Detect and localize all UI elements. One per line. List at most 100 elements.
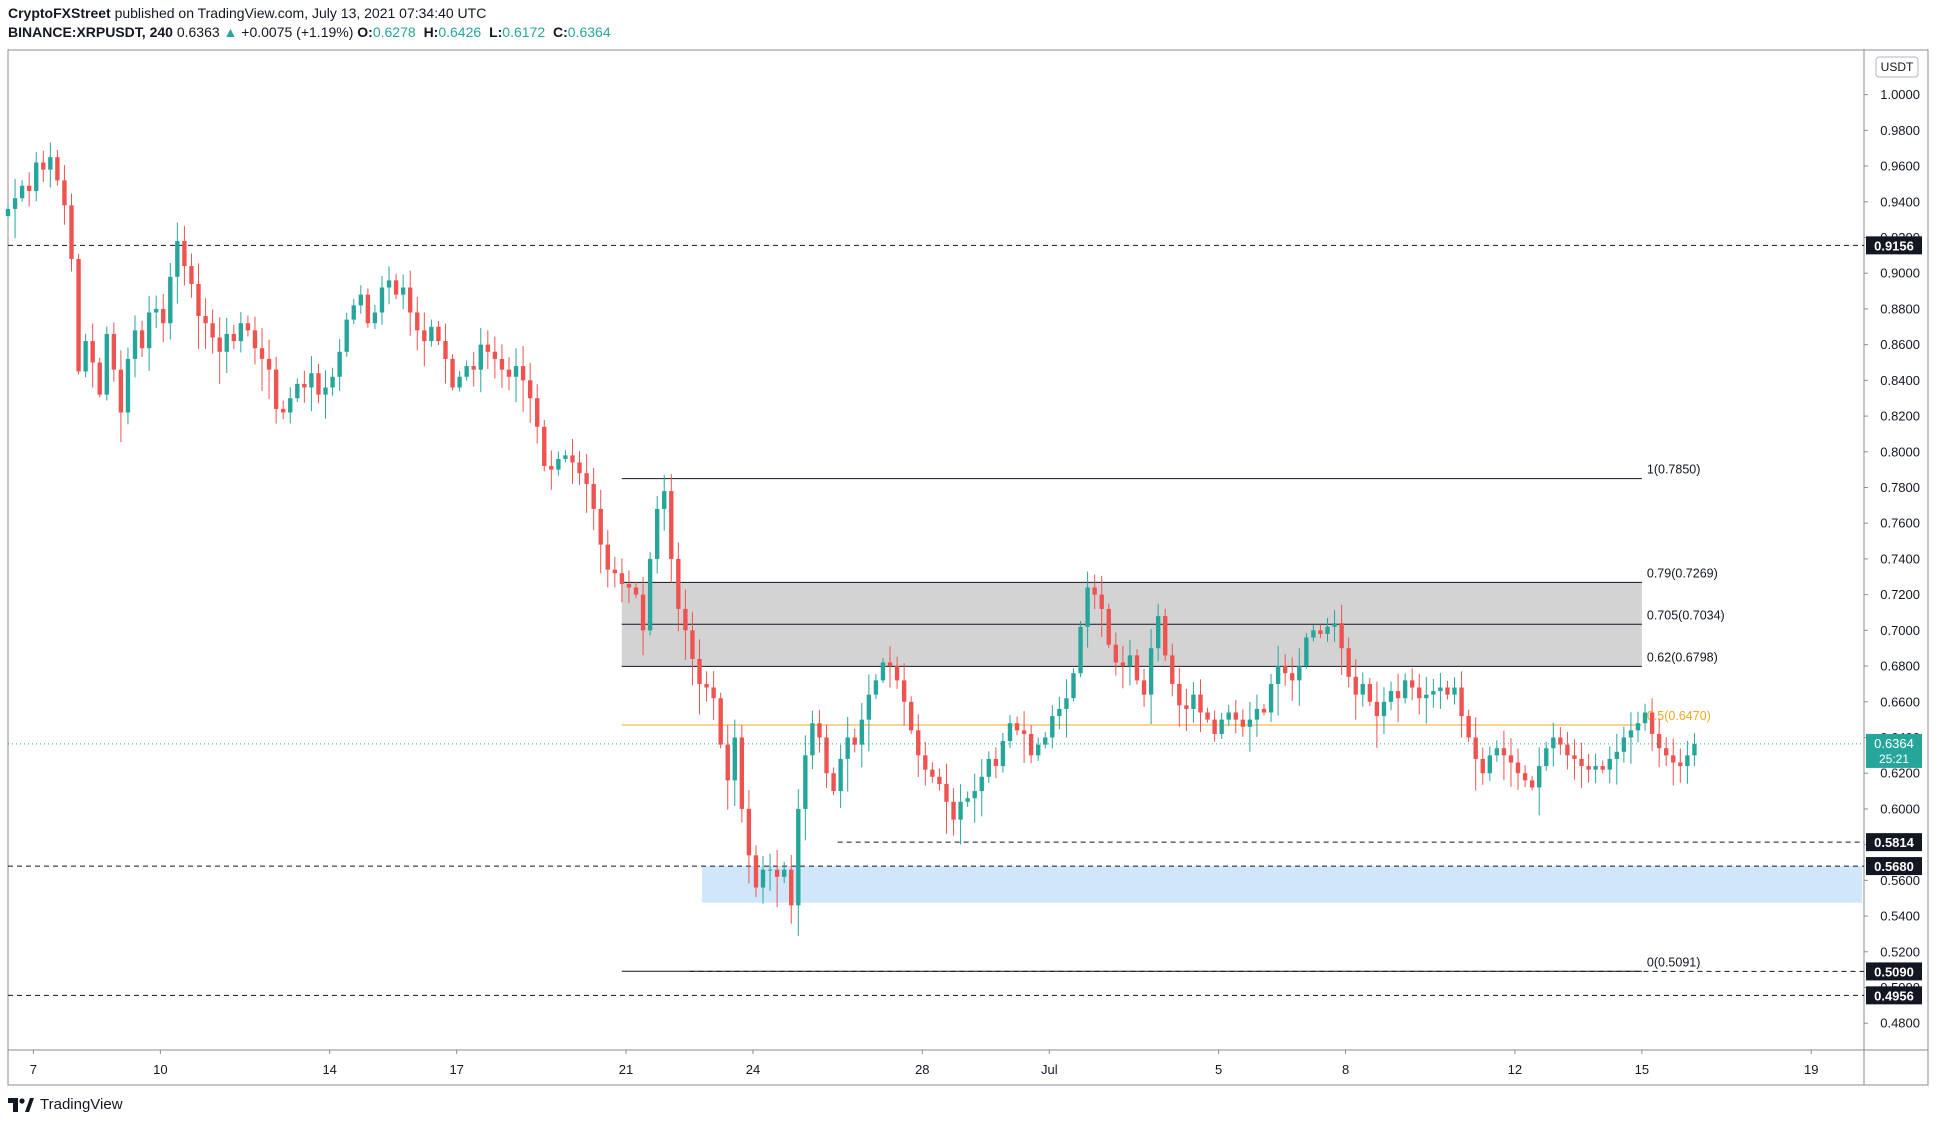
candle-body xyxy=(1268,683,1274,713)
candle-body xyxy=(1551,737,1556,749)
candle-body xyxy=(676,558,681,609)
x-tick-label: 19 xyxy=(1804,1062,1818,1077)
open-value: 0.6278 xyxy=(372,24,416,40)
candle-body xyxy=(1572,755,1577,759)
x-tick-label: 14 xyxy=(322,1062,336,1077)
candle-body xyxy=(1395,691,1401,699)
candle-body xyxy=(132,330,138,359)
candle-body xyxy=(146,312,152,349)
candle-body xyxy=(1360,683,1365,695)
candle-body xyxy=(1445,687,1450,695)
x-tick-label: 7 xyxy=(30,1062,37,1077)
candle-body xyxy=(1282,666,1288,674)
candle-body xyxy=(259,348,265,359)
candle-body xyxy=(12,198,18,209)
level-price-label: 0.5090 xyxy=(1874,964,1914,979)
candle-body xyxy=(979,776,984,792)
y-tick-label: 0.9400 xyxy=(1880,194,1920,209)
candle-body xyxy=(499,358,505,370)
candle-body xyxy=(1170,655,1175,684)
candle-body xyxy=(1409,680,1415,688)
y-tick-label: 0.6800 xyxy=(1880,659,1920,674)
candle-body xyxy=(125,358,131,413)
fib-level-label: 0.705(0.7034) xyxy=(1647,608,1725,622)
candle-body xyxy=(781,869,787,877)
candle-body xyxy=(1579,758,1584,767)
candle-body xyxy=(379,287,385,313)
candle-body xyxy=(1290,673,1295,681)
x-tick-label: 15 xyxy=(1635,1062,1649,1077)
y-tick-label: 0.7200 xyxy=(1880,587,1920,602)
candle-body xyxy=(457,376,462,388)
candle-body xyxy=(1233,712,1238,720)
candle-body xyxy=(718,698,723,745)
level-price-label: 0.9156 xyxy=(1874,238,1914,253)
candle-body xyxy=(1501,748,1507,756)
tradingview-logo[interactable]: TradingView xyxy=(8,1096,123,1113)
candle-body xyxy=(1240,719,1246,727)
candle-body xyxy=(1078,626,1083,674)
tradingview-logo-icon xyxy=(8,1097,34,1112)
candle-body xyxy=(1346,648,1351,677)
candle-body xyxy=(1099,594,1104,609)
y-tick-label: 0.8600 xyxy=(1880,337,1920,352)
candle-body xyxy=(182,241,187,267)
y-tick-label: 0.5400 xyxy=(1880,909,1920,924)
candle-body xyxy=(217,337,222,352)
candle-body xyxy=(619,573,625,584)
candle-body xyxy=(1438,687,1443,692)
candle-body xyxy=(1050,716,1055,738)
y-tick-label: 0.9800 xyxy=(1880,123,1920,138)
symbol-label[interactable]: BINANCE:XRPUSDT, 240 xyxy=(8,24,173,40)
fib-level-label: 0(0.5091) xyxy=(1647,955,1701,969)
candle-body xyxy=(415,312,420,331)
candle-body xyxy=(683,608,688,631)
candle-body xyxy=(344,319,349,352)
level-price-label: 0.5814 xyxy=(1874,835,1915,850)
open-label: O: xyxy=(357,24,373,40)
candle-body xyxy=(203,316,208,324)
candle-body xyxy=(1184,705,1189,709)
candle-body xyxy=(549,466,554,470)
candle-body xyxy=(330,376,335,388)
fib-level-label: 0.79(0.7269) xyxy=(1647,566,1718,580)
candle-body xyxy=(1163,616,1168,656)
currency-label: USDT xyxy=(1881,60,1914,74)
candle-body xyxy=(944,783,949,802)
candle-body xyxy=(443,341,448,359)
candle-body xyxy=(337,351,342,377)
candle-body xyxy=(1021,730,1027,734)
y-tick-label: 0.7000 xyxy=(1880,623,1920,638)
candle-body xyxy=(323,387,328,395)
candle-body xyxy=(1036,744,1041,756)
publisher-name[interactable]: CryptoFXStreet xyxy=(8,5,111,21)
candle-body xyxy=(316,373,321,395)
symbol-line: BINANCE:XRPUSDT, 240 0.6363 ▲ +0.0075 (+… xyxy=(8,23,615,42)
candle-body xyxy=(598,508,603,545)
fib-level-label: 1(0.7850) xyxy=(1647,463,1701,477)
candle-body xyxy=(725,744,730,781)
candle-body xyxy=(210,323,215,338)
y-tick-label: 0.5200 xyxy=(1880,944,1920,959)
candle-body xyxy=(1325,626,1330,634)
candle-body xyxy=(1007,723,1013,742)
candle-body xyxy=(669,491,674,559)
candle-body xyxy=(400,287,406,295)
candle-body xyxy=(1656,733,1662,749)
candle-body xyxy=(19,185,25,199)
candle-body xyxy=(1367,683,1373,702)
candle-body xyxy=(1417,687,1422,699)
candle-body xyxy=(774,869,780,877)
candle-body xyxy=(1671,755,1676,763)
candle-body xyxy=(570,455,575,463)
candle-body xyxy=(464,366,469,377)
candle-body xyxy=(26,185,32,192)
candle-body xyxy=(231,333,236,342)
y-tick-label: 0.6200 xyxy=(1880,766,1920,781)
candle-body xyxy=(1664,748,1669,756)
candle-body xyxy=(746,808,752,856)
candle-body xyxy=(252,330,258,349)
y-tick-label: 0.9000 xyxy=(1880,266,1920,281)
candle-body xyxy=(732,737,737,781)
